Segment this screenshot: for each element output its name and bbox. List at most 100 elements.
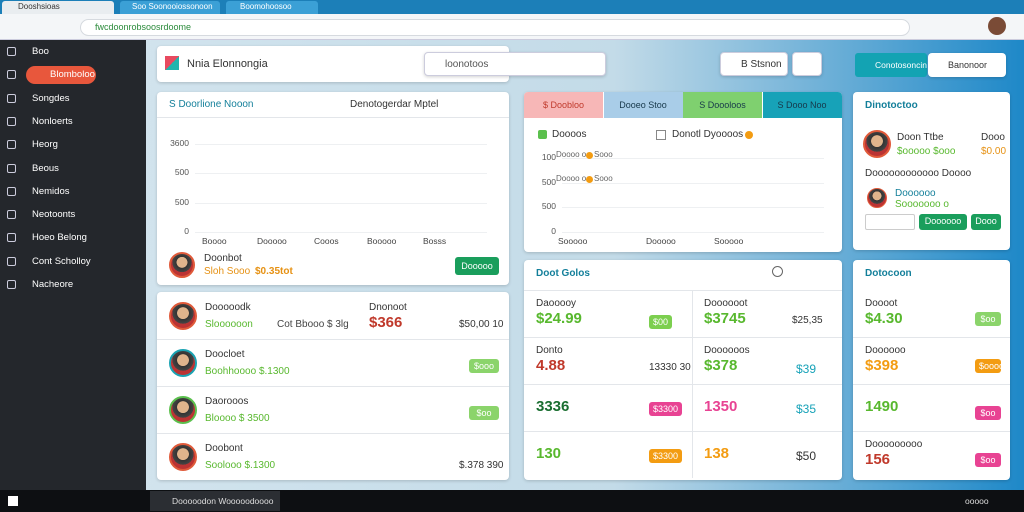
tab[interactable]: Dooeo Stoo <box>603 92 683 118</box>
divider <box>853 431 1010 432</box>
nav-icon <box>7 256 16 266</box>
nav-label[interactable]: Hoeo Belong <box>32 232 87 244</box>
row-value: $4.30 <box>865 310 903 327</box>
tab[interactable]: S Doooloos <box>683 92 762 118</box>
nav-label[interactable]: Cont Scholloy <box>32 255 91 267</box>
row-value: $366 <box>369 314 403 331</box>
cell-label: Doooooos <box>704 345 750 356</box>
cell-border <box>524 290 692 337</box>
sub-detail: Sooooooo o <box>895 199 949 210</box>
icon-button[interactable] <box>792 52 822 76</box>
grid-line <box>195 173 487 175</box>
badge[interactable]: $oo <box>975 406 1001 420</box>
search-text: loonotoos <box>445 59 489 70</box>
panel-title: Dotocoon <box>865 268 912 279</box>
nav-label[interactable]: Beous <box>32 162 59 174</box>
badge[interactable]: $oooo <box>975 359 1004 373</box>
badge[interactable]: $ooo <box>469 359 499 373</box>
nav-label[interactable]: Neotoonts <box>32 209 76 221</box>
option-label[interactable]: Donotl Dyoooos <box>672 129 744 140</box>
cell-border <box>692 290 842 337</box>
button[interactable]: Banonoor <box>928 53 1006 77</box>
cell-value: 4.88 <box>536 357 566 374</box>
profile-avatar[interactable] <box>988 17 1006 35</box>
tab[interactable]: Soo Soonooiossonoon <box>120 1 220 14</box>
tab[interactable]: Dooshsioas <box>2 1 114 14</box>
badge: $39 <box>796 362 817 376</box>
button[interactable]: Dooo <box>971 214 1001 230</box>
badge: $50 <box>796 449 817 463</box>
tab-label[interactable]: Denotogerdar Mptel <box>350 99 439 110</box>
input[interactable] <box>865 214 915 230</box>
cell-value: $24.99 <box>536 310 582 327</box>
badge[interactable]: $oo <box>975 312 1001 326</box>
grid-line <box>195 144 487 145</box>
active-item[interactable] <box>26 66 96 85</box>
url-field[interactable]: fwcdoonrobsoosrdoome <box>80 19 910 36</box>
badge: $3300 <box>649 402 683 416</box>
cell-border <box>692 431 842 478</box>
badge[interactable]: $oo <box>469 406 499 420</box>
divider <box>853 337 1010 338</box>
profile-amount: $0.35tot <box>255 266 293 277</box>
nav-label[interactable]: Nemidos <box>32 185 70 197</box>
badge: $35 <box>796 402 817 416</box>
nav-label[interactable]: Blomboloo <box>50 69 95 81</box>
clock: ooooo <box>965 496 989 506</box>
row-sub: Sloooooon <box>205 319 253 330</box>
nav-icon <box>7 186 16 196</box>
tab-label[interactable]: S Doorlione Nooon <box>169 99 254 110</box>
legend-label: Doooo oo <box>556 150 591 159</box>
search-box[interactable]: loonotoos <box>424 52 606 76</box>
legend-dot <box>586 176 593 183</box>
row-sub: Boohhoooo $.1300 <box>205 366 290 377</box>
tab[interactable]: Boomohoosoo <box>226 1 318 14</box>
legend-dot <box>586 152 593 159</box>
tab[interactable]: $ Doobloo <box>524 92 603 118</box>
row-name: Daorooos <box>205 396 249 407</box>
y-label: 100 <box>541 152 556 162</box>
x-label: Dooooo <box>257 236 287 246</box>
grid-line <box>562 232 824 233</box>
button[interactable]: Doooooo <box>919 214 967 230</box>
row-value: 156 <box>865 451 891 468</box>
tab[interactable]: S Dooo Noo <box>762 92 842 118</box>
action-button[interactable]: Dooooo <box>455 257 499 275</box>
nav-label[interactable]: Nonloerts <box>32 115 73 127</box>
cell-border <box>692 337 842 384</box>
avatar <box>169 396 197 424</box>
amount: $0.00 <box>981 146 1007 157</box>
avatar <box>169 252 195 278</box>
row-sub: Soolooo $.1300 <box>205 460 276 471</box>
badge: $3300 <box>649 449 683 463</box>
sub-name: Doooooo <box>895 188 936 199</box>
nav-label[interactable]: Songdes <box>32 92 70 104</box>
nav-label[interactable]: Heorg <box>32 139 58 151</box>
badge[interactable]: $oo <box>975 453 1001 467</box>
cell-border <box>692 384 842 431</box>
help-icon[interactable] <box>772 266 783 277</box>
row-label: Dooooooooo <box>865 439 923 450</box>
panel-title: Doot Golos <box>536 268 590 279</box>
y-label: 0 <box>184 226 189 236</box>
nav-icon <box>7 280 16 289</box>
nav-icon <box>7 116 16 126</box>
taskbar-window[interactable]: Dooooodon Wooooodoooo <box>150 491 280 511</box>
button[interactable]: B Stsnon <box>720 52 788 76</box>
nav-icon <box>7 210 16 220</box>
nav-label[interactable]: Nacheore <box>32 279 74 290</box>
start-button[interactable] <box>8 496 18 506</box>
row-name: Doobont <box>205 443 243 454</box>
cell-label: Doooooot <box>704 298 748 309</box>
row-name: Dooooodk <box>205 302 251 313</box>
checkbox[interactable] <box>656 130 666 140</box>
row-label: Dnonoot <box>369 302 407 313</box>
summary-panel: Dotocoon Doooot $4.30 $oo Doooooo $398 $oooo 1… <box>853 260 1010 480</box>
cell-note: $25,35 <box>792 315 823 326</box>
tab-title: Dooshsioas <box>18 2 60 11</box>
row-label: Doooot <box>865 298 898 309</box>
check-label[interactable]: Doooos <box>552 129 587 140</box>
primary-button[interactable]: Conotosoncin <box>855 53 927 77</box>
nav-label[interactable]: Boo <box>32 46 49 57</box>
avatar <box>169 349 197 377</box>
